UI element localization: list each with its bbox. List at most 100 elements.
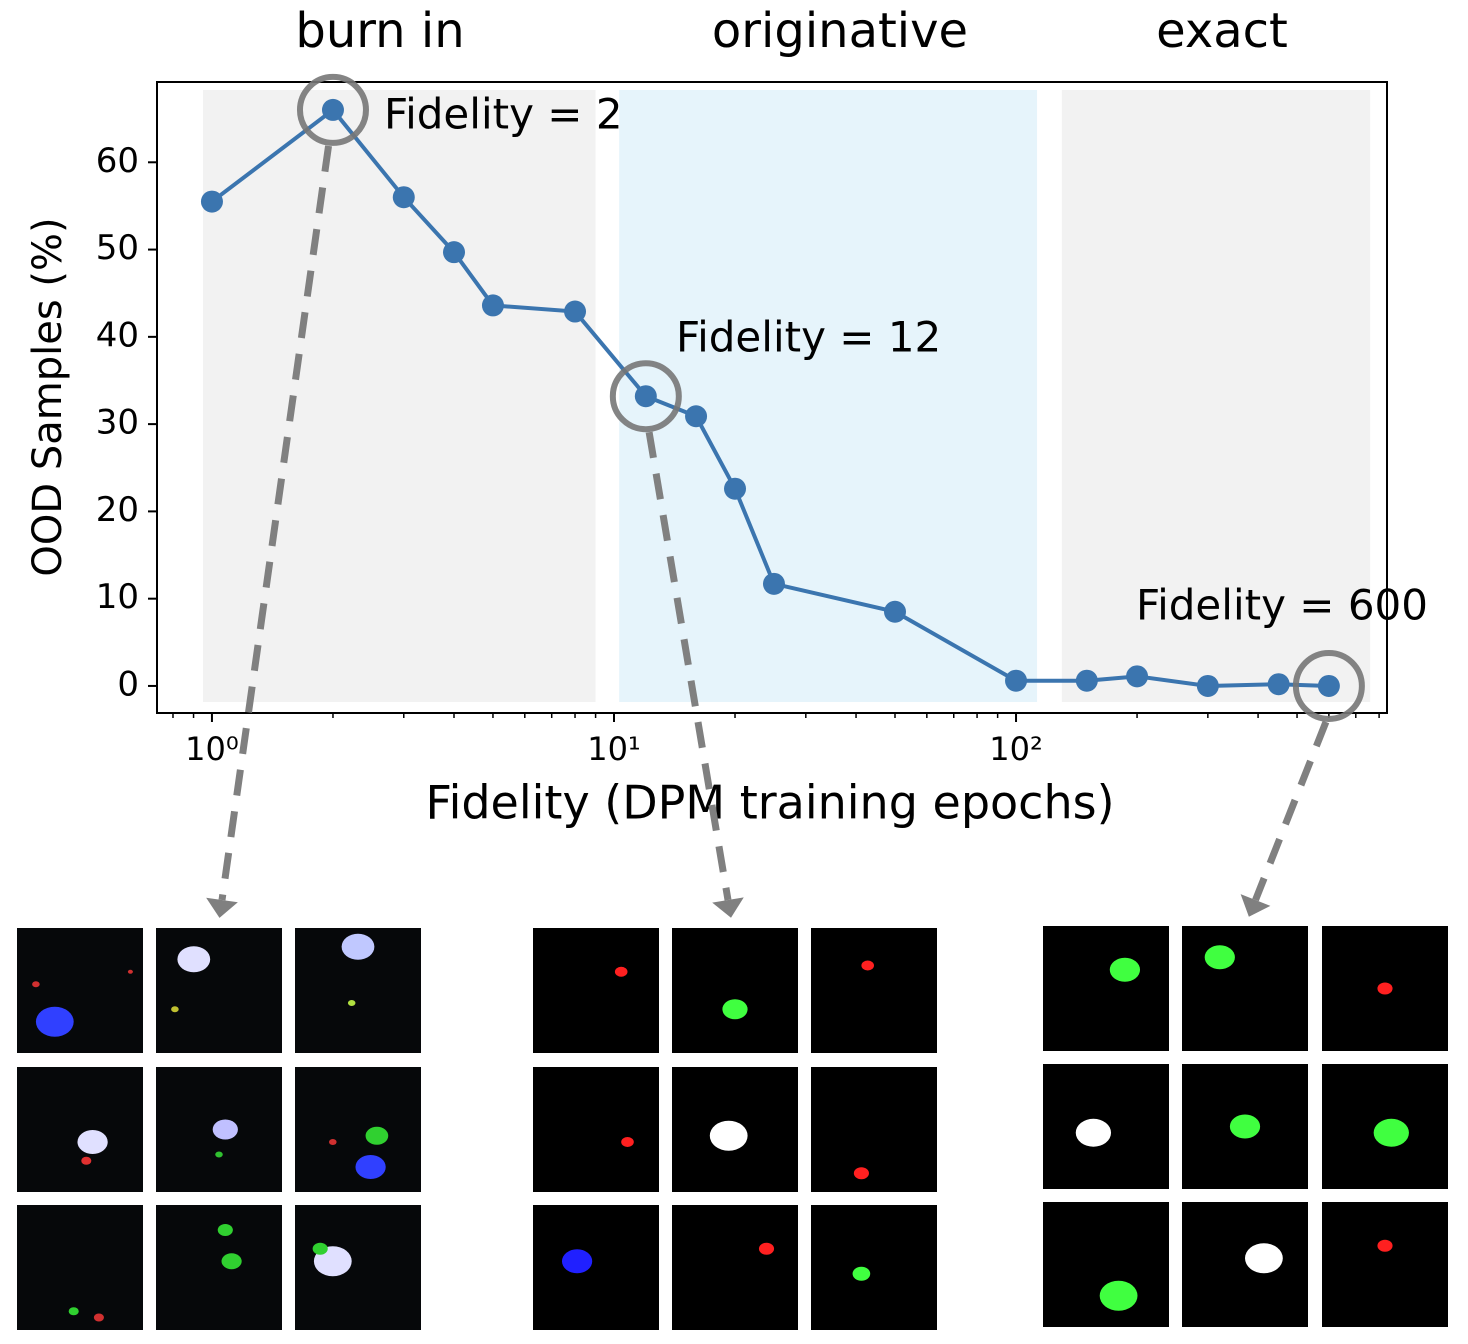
arrow-head <box>206 897 238 918</box>
data-point <box>564 300 587 323</box>
data-point <box>1196 674 1219 697</box>
sample-blob <box>1229 1114 1261 1139</box>
sample-image <box>17 1205 143 1330</box>
sample-image <box>533 1205 659 1330</box>
sample-blob <box>81 1156 92 1165</box>
sample-blob <box>347 1000 356 1006</box>
data-point <box>392 186 415 209</box>
data-point <box>1126 665 1149 688</box>
data-point <box>321 98 344 121</box>
sample-blob <box>215 1151 223 1158</box>
data-point <box>481 294 504 317</box>
sample-image <box>17 928 143 1053</box>
sample-blob <box>861 960 874 971</box>
region-band <box>1061 90 1371 702</box>
x-tick-label: 10⁰ <box>185 730 239 768</box>
sample-blob <box>341 933 375 960</box>
sample-image <box>533 1067 659 1192</box>
sample-blob <box>852 1266 871 1281</box>
sample-blob <box>221 1253 242 1270</box>
data-point <box>634 385 657 408</box>
sample-image <box>811 1067 937 1192</box>
data-point <box>884 600 907 623</box>
data-point <box>1267 673 1290 696</box>
sample-image <box>156 928 282 1053</box>
annotation-circle <box>1292 649 1365 722</box>
region-band <box>619 90 1038 702</box>
sample-blob <box>1109 957 1141 982</box>
sample-blob <box>127 969 133 974</box>
sample-image <box>811 1205 937 1330</box>
annotation-text: Fidelity = 12 <box>676 313 941 362</box>
arrow-head <box>712 897 744 918</box>
sample-blob <box>853 1167 869 1180</box>
sample-image <box>1182 926 1308 1051</box>
region-label: exact <box>1156 3 1288 59</box>
sample-blob <box>1099 1280 1138 1311</box>
y-tick-label: 10 <box>96 577 139 617</box>
data-point <box>200 190 223 213</box>
y-axis-label: OOD Samples (%) <box>25 217 71 576</box>
y-tick-label: 20 <box>96 490 139 530</box>
sample-blob <box>1377 982 1393 995</box>
sample-blob <box>614 966 628 977</box>
sample-blob <box>561 1249 593 1274</box>
data-point <box>724 477 747 500</box>
sample-blob <box>621 1137 634 1147</box>
sample-image <box>295 1205 421 1330</box>
region-label: burn in <box>295 3 464 59</box>
sample-blob <box>1245 1243 1283 1274</box>
y-tick-label: 30 <box>96 403 139 443</box>
sample-image <box>533 928 659 1053</box>
sample-blob <box>722 999 748 1020</box>
annotation-text: Fidelity = 600 <box>1136 581 1428 630</box>
data-point <box>1075 669 1098 692</box>
y-tick-label: 0 <box>117 664 139 704</box>
sample-blob <box>77 1130 108 1154</box>
x-tick-label: 10¹ <box>587 730 641 768</box>
sample-image <box>1043 1202 1169 1327</box>
sample-image <box>17 1067 143 1192</box>
y-tick-label: 40 <box>96 315 139 355</box>
sample-blob <box>709 1120 748 1151</box>
sample-blob <box>758 1242 775 1255</box>
sample-image <box>1182 1202 1308 1327</box>
x-axis-label: Fidelity (DPM training epochs) <box>425 776 1114 830</box>
sample-image <box>1043 926 1169 1051</box>
sample-image <box>672 928 798 1053</box>
y-tick-label: 50 <box>96 228 139 268</box>
annotation-circle <box>296 73 369 146</box>
data-point <box>443 241 466 264</box>
y-tick-label: 60 <box>96 141 139 181</box>
sample-blob <box>68 1307 79 1316</box>
annotation-arrow <box>218 145 333 901</box>
data-point <box>1317 674 1340 697</box>
data-point <box>685 405 708 428</box>
sample-image <box>1322 1202 1448 1327</box>
sample-blob <box>171 1006 179 1013</box>
sample-image <box>156 1205 282 1330</box>
sample-blob <box>32 981 40 988</box>
sample-blob <box>1377 1239 1393 1252</box>
region-label: originative <box>712 3 968 59</box>
annotation-circle <box>609 360 682 433</box>
arrow-head <box>1240 894 1271 917</box>
x-tick-label: 10² <box>989 730 1043 768</box>
sample-blob <box>35 1006 74 1037</box>
sample-blob <box>365 1126 389 1145</box>
sample-blob <box>93 1313 104 1322</box>
sample-blob <box>217 1224 233 1236</box>
sample-blob <box>355 1155 386 1179</box>
plot-frame <box>156 81 1388 714</box>
annotation-arrow <box>1252 720 1330 902</box>
data-point <box>1005 669 1028 692</box>
sample-blob <box>1075 1118 1112 1147</box>
sample-image <box>672 1205 798 1330</box>
sample-blob <box>312 1242 328 1255</box>
annotation-text: Fidelity = 2 <box>384 90 623 139</box>
annotation-arrow <box>645 431 732 901</box>
sample-image <box>811 928 937 1053</box>
sample-blob <box>329 1139 337 1145</box>
data-point <box>762 572 785 595</box>
